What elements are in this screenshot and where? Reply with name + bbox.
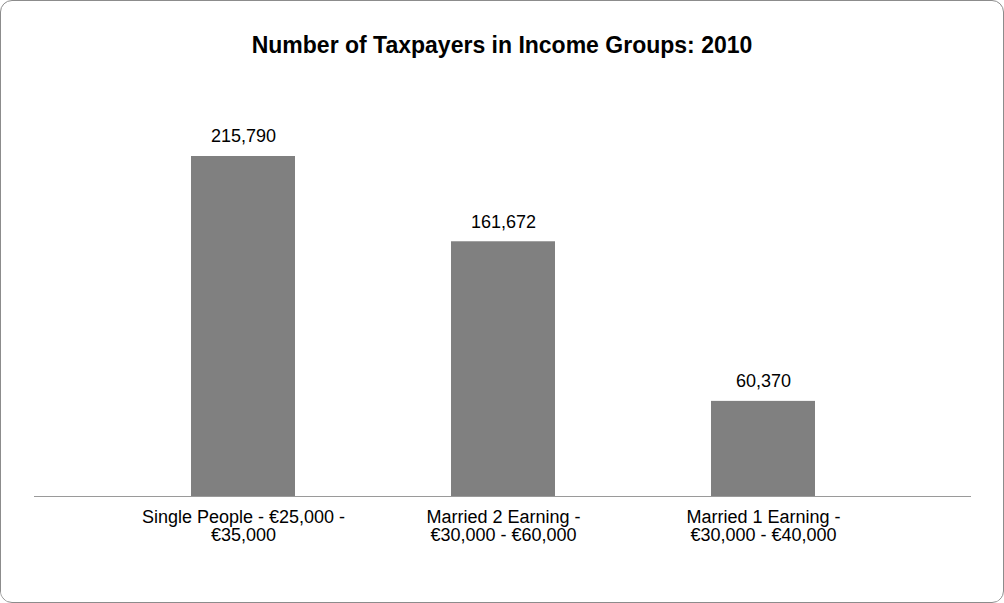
svg-text:215,790: 215,790 (211, 126, 276, 146)
svg-text:Single People - €25,000 -€35,0: Single People - €25,000 -€35,000 (142, 507, 345, 545)
svg-text:Married 2 Earning -€30,000 - €: Married 2 Earning -€30,000 - €60,000 (426, 507, 580, 545)
svg-text:Married 1 Earning -€30,000 - €: Married 1 Earning -€30,000 - €40,000 (686, 507, 840, 545)
svg-text:60,370: 60,370 (736, 371, 791, 391)
html-text:Number of Taxpayers in Income: Number of Taxpayers in Income Groups: 20… (251, 32, 753, 58)
svg-text:161,672: 161,672 (471, 212, 536, 232)
